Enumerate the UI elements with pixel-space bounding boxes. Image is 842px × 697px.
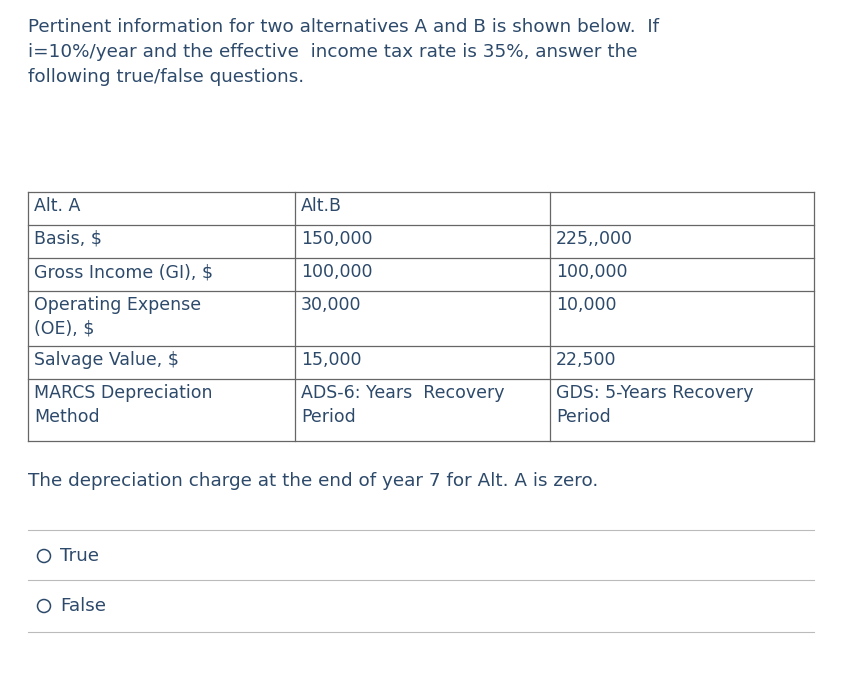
Text: True: True (60, 547, 99, 565)
Text: 30,000: 30,000 (301, 296, 361, 314)
Text: 15,000: 15,000 (301, 351, 361, 369)
Text: 225,,000: 225,,000 (556, 230, 633, 248)
Text: 10,000: 10,000 (556, 296, 616, 314)
Text: Salvage Value, $: Salvage Value, $ (34, 351, 179, 369)
Text: GDS: 5-Years Recovery
Period: GDS: 5-Years Recovery Period (556, 384, 754, 426)
Text: Alt. A: Alt. A (34, 197, 80, 215)
Text: ADS-6: Years  Recovery
Period: ADS-6: Years Recovery Period (301, 384, 504, 426)
Text: 150,000: 150,000 (301, 230, 372, 248)
Text: The depreciation charge at the end of year 7 for Alt. A is zero.: The depreciation charge at the end of ye… (28, 472, 599, 490)
Text: Operating Expense
(OE), $: Operating Expense (OE), $ (34, 296, 201, 337)
Text: False: False (60, 597, 106, 615)
Text: 100,000: 100,000 (301, 263, 372, 281)
Text: Alt.B: Alt.B (301, 197, 342, 215)
Text: Pertinent information for two alternatives A and B is shown below.  If
i=10%/yea: Pertinent information for two alternativ… (28, 18, 659, 86)
Text: Basis, $: Basis, $ (34, 230, 102, 248)
Text: Gross Income (GI), $: Gross Income (GI), $ (34, 263, 213, 281)
Text: 100,000: 100,000 (556, 263, 627, 281)
Text: MARCS Depreciation
Method: MARCS Depreciation Method (34, 384, 212, 426)
Text: 22,500: 22,500 (556, 351, 616, 369)
